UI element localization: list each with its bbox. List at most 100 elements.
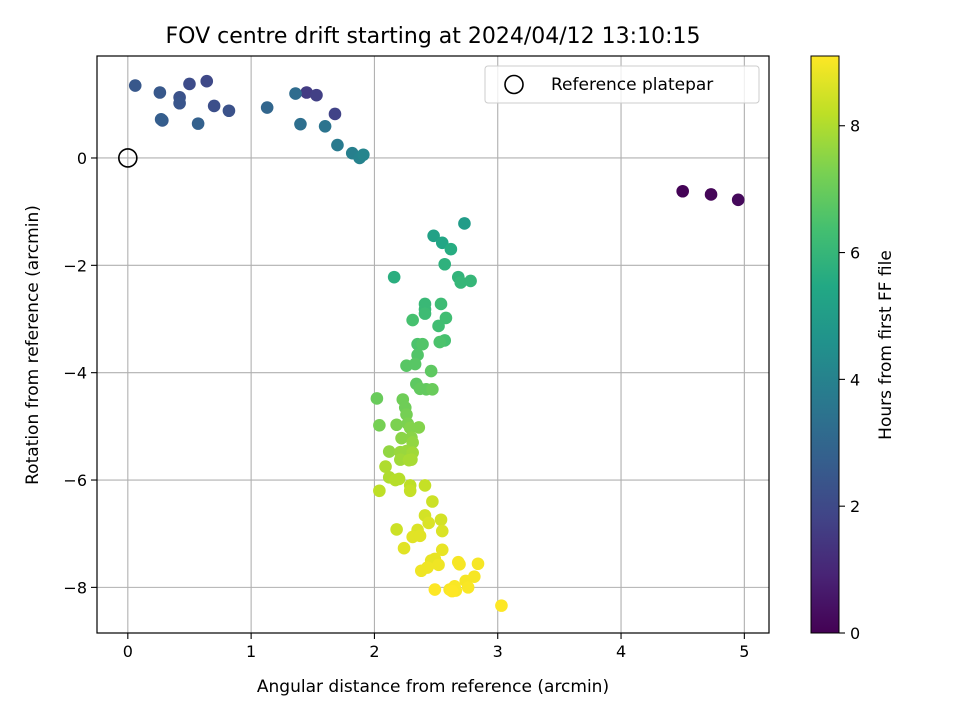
chart-title: FOV centre drift starting at 2024/04/12 … <box>166 24 701 49</box>
data-points <box>128 74 745 612</box>
y-axis-ticks: 0 −2 −4 −6 −8 <box>63 149 97 597</box>
data-point <box>426 383 439 396</box>
colorbar-label: Hours from first FF file <box>876 250 896 440</box>
legend-marker <box>504 74 524 95</box>
data-point <box>433 335 447 349</box>
data-point <box>331 138 344 152</box>
y-tick-label: −8 <box>63 578 87 597</box>
y-tick-label: −2 <box>63 256 87 275</box>
data-point <box>453 557 466 571</box>
data-point <box>390 523 403 536</box>
data-point <box>432 558 445 572</box>
y-tick-label: 0 <box>77 149 87 168</box>
data-point <box>432 319 445 333</box>
data-point <box>173 96 186 110</box>
colorbar-gradient <box>810 55 840 634</box>
data-point <box>373 484 386 498</box>
data-point <box>128 79 142 92</box>
data-point <box>370 392 384 405</box>
data-point <box>434 513 448 527</box>
data-point <box>289 87 302 100</box>
data-point <box>154 113 168 126</box>
data-point <box>731 193 745 207</box>
plot-frame <box>96 55 770 634</box>
colorbar-tick-label: 6 <box>850 244 860 263</box>
data-point <box>390 418 403 432</box>
legend-box <box>484 65 760 104</box>
data-point <box>435 524 449 538</box>
data-point <box>435 236 449 250</box>
data-point <box>357 148 370 162</box>
data-point <box>300 86 313 99</box>
data-point <box>413 529 427 543</box>
data-point <box>416 337 429 351</box>
legend: Reference platepar <box>484 65 760 104</box>
data-point <box>704 188 718 201</box>
data-point <box>438 257 452 271</box>
data-point <box>435 543 449 557</box>
colorbar-tick-label: 2 <box>850 497 860 516</box>
data-point <box>379 460 392 473</box>
data-point <box>207 99 221 113</box>
data-point <box>428 583 442 596</box>
data-point <box>406 313 419 327</box>
data-point <box>395 431 408 445</box>
data-point <box>405 453 418 466</box>
y-tick-label: −6 <box>63 471 87 490</box>
x-axis-label: Angular distance from reference (arcmin) <box>257 677 609 697</box>
data-point <box>260 101 274 114</box>
data-point <box>200 74 214 88</box>
x-tick-label: 3 <box>493 642 503 661</box>
data-point <box>464 274 477 288</box>
data-point <box>153 86 167 99</box>
data-point <box>328 107 342 121</box>
x-tick-label: 5 <box>739 642 749 661</box>
colorbar-tick-label: 4 <box>850 370 860 389</box>
data-point <box>382 445 396 458</box>
data-point <box>418 479 432 492</box>
data-point <box>418 307 432 320</box>
data-point <box>412 421 426 434</box>
data-point <box>434 297 448 311</box>
colorbar-tick-label: 8 <box>850 117 860 136</box>
y-axis-label: Rotation from reference (arcmin) <box>23 205 43 485</box>
data-point <box>183 77 196 91</box>
legend-entry-reference: Reference platepar <box>551 75 713 95</box>
data-point <box>445 584 459 598</box>
data-point <box>458 217 471 230</box>
data-point <box>191 117 205 130</box>
data-point <box>422 516 435 530</box>
data-point <box>444 242 458 256</box>
data-point <box>426 495 439 508</box>
data-point <box>397 541 411 555</box>
data-point <box>676 184 689 198</box>
data-point <box>392 472 406 486</box>
x-axis-ticks: 0 1 2 3 4 5 <box>123 633 749 661</box>
data-point <box>222 104 236 118</box>
data-point <box>471 557 485 571</box>
data-point <box>310 88 323 102</box>
colorbar: 0 2 4 6 8 Hours from first FF file <box>810 55 896 643</box>
x-tick-label: 4 <box>616 642 626 661</box>
grid <box>97 56 769 633</box>
data-point <box>427 229 440 243</box>
data-point <box>387 270 401 284</box>
x-tick-label: 0 <box>123 642 133 661</box>
y-tick-label: −4 <box>63 364 87 383</box>
data-point <box>408 357 422 371</box>
reference-marker <box>118 148 138 168</box>
data-point <box>424 364 438 378</box>
x-tick-label: 2 <box>369 642 379 661</box>
data-point <box>294 117 307 131</box>
data-point <box>495 599 508 612</box>
data-point <box>439 311 453 325</box>
data-point <box>454 276 468 289</box>
x-tick-label: 1 <box>246 642 256 661</box>
colorbar-tick-label: 0 <box>850 624 860 643</box>
colorbar-ticks: 0 2 4 6 8 <box>839 117 860 643</box>
data-point <box>403 484 417 498</box>
data-point <box>318 120 332 133</box>
data-point <box>373 418 386 432</box>
